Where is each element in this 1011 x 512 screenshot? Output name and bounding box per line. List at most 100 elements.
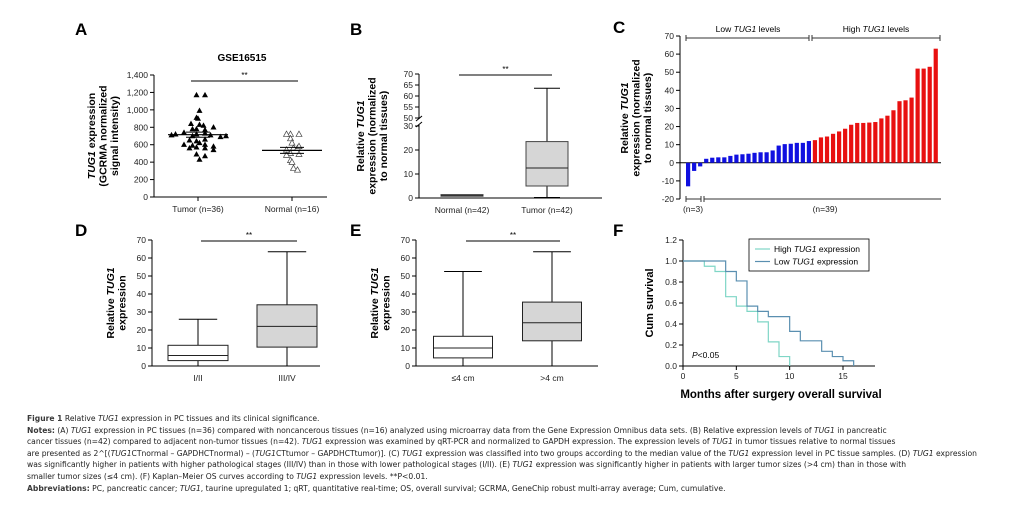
data-point [202, 141, 208, 147]
y-tick-label: 50 [137, 271, 147, 281]
bar [686, 162, 691, 187]
caption-title: Figure 1 Relative TUG1 expression in PC … [27, 413, 987, 425]
x-tick-label: 15 [838, 371, 848, 381]
y-tick-label: 70 [665, 31, 675, 41]
figure-canvas: A B C D E F GSE1651502004006008001,0001,… [75, 18, 941, 401]
bar [740, 154, 745, 163]
bar [885, 115, 890, 163]
data-point [202, 91, 208, 98]
x-tick-label: Tumor (n=36) [172, 204, 224, 214]
y-tick-label: 10 [404, 169, 414, 179]
y-tick-label: 0.2 [665, 340, 677, 350]
y-tick-label: 65 [404, 80, 414, 90]
bar [843, 128, 848, 163]
data-point [193, 138, 200, 144]
y-tick-label: 20 [404, 145, 414, 155]
panel-c-waterfall-bars: -20 -10 0 10 20 30 40 50 60 70 Low TUG1 levels High… [619, 24, 941, 214]
data-point [202, 126, 208, 133]
y-tick-label: 40 [401, 289, 411, 299]
bar [752, 152, 757, 163]
y-tick-label: 60 [404, 91, 414, 101]
data-point [188, 120, 194, 126]
panel-label-e: E [350, 221, 361, 240]
bar [758, 152, 763, 163]
y-axis-label-line: TUG1 expression [86, 93, 98, 179]
data-point [196, 107, 203, 113]
y-tick-label: 1.2 [665, 235, 677, 245]
y-tick-label: 0.0 [665, 361, 677, 371]
bar [782, 144, 787, 163]
y-axis-label: TUG1 expression (GCRMA normalized signal i… [86, 85, 121, 186]
y-tick-label: 0 [143, 192, 148, 202]
y-axis-label-line: signal intensity) [109, 96, 121, 176]
bar [855, 122, 860, 163]
panel-label-f: F [613, 221, 623, 240]
box [167, 344, 229, 362]
y-axis-label-line: Relative TUG1 [105, 267, 117, 338]
data-point [196, 139, 203, 146]
y-tick-label: 200 [134, 175, 148, 185]
figure-caption: Figure 1 Relative TUG1 expression in PC … [27, 413, 987, 494]
y-axis-label: Relative TUG1 expression (normalized to no… [355, 77, 390, 194]
panel-label-c: C [613, 18, 625, 37]
y-tick-label: 800 [134, 122, 148, 132]
legend: High TUG1 expression Low TUG1 expression [748, 238, 870, 272]
group-label: Low TUG1 levels [716, 24, 781, 34]
bar [698, 162, 703, 167]
bar [824, 136, 830, 163]
data-point [186, 145, 193, 151]
box [433, 335, 493, 359]
x-tick-label: Tumor (n=42) [521, 205, 573, 215]
caption-abbrev-label: Abbreviations: [27, 483, 90, 493]
y-tick-label: 70 [404, 69, 414, 79]
y-tick-label: 40 [137, 289, 147, 299]
bar [770, 150, 775, 163]
y-axis-label: Relative TUG1 expression (normalized to no… [619, 59, 654, 176]
y-tick-label: 0.4 [665, 319, 677, 329]
axis-break-mark [415, 121, 423, 128]
bar [818, 137, 824, 163]
y-tick-label: 20 [401, 325, 411, 335]
y-tick-label: 400 [134, 157, 148, 167]
bar [716, 157, 721, 163]
y-tick-label: 30 [404, 121, 414, 131]
bar [806, 141, 811, 163]
data-point [210, 146, 217, 153]
box [522, 301, 582, 342]
bar [837, 131, 842, 163]
y-axis-label-line: to normal tissues) [642, 73, 654, 163]
data-point [295, 130, 303, 137]
bottom-label: (n=3) [683, 204, 703, 214]
y-tick-label: 20 [665, 122, 675, 132]
y-tick-label: 40 [665, 85, 675, 95]
panel-label-d: D [75, 221, 87, 240]
y-axis-label-line: expression [380, 275, 392, 330]
caption-notes-line-3: are presented as 2^[(TUG1CTnormal – GAPD… [27, 448, 977, 458]
y-tick-label: -10 [662, 176, 675, 186]
data-point [181, 129, 187, 135]
bar [873, 122, 878, 163]
survival-curve [683, 260, 855, 366]
x-tick-label: >4 cm [540, 373, 563, 383]
data-point [210, 124, 217, 130]
legend-label: High TUG1 expression [774, 244, 860, 254]
y-tick-label: 20 [137, 325, 147, 335]
data-point [195, 115, 201, 121]
y-tick-label: 30 [401, 307, 411, 317]
significance-bracket-label: ** [502, 65, 508, 74]
bar [794, 142, 799, 163]
caption-notes-line-5: smaller tumor sizes (≤4 cm). (F) Kaplan–… [27, 471, 428, 481]
bar [903, 100, 908, 163]
data-point [189, 125, 196, 132]
bar [921, 68, 926, 163]
panel-f-survival: 0.0 0.2 0.4 0.6 0.8 1.0 1.2 0 5 10 15 P<0.05 High TU… [644, 235, 882, 401]
bar [909, 97, 914, 163]
y-tick-label: 30 [665, 103, 675, 113]
y-axis-label-line: Relative TUG1 [619, 82, 631, 153]
y-tick-label: 0.8 [665, 277, 677, 287]
data-point [202, 152, 208, 159]
x-tick-label: 5 [734, 371, 739, 381]
legend-label: Low TUG1 expression [774, 257, 858, 267]
y-axis-label: Relative TUG1 expression [105, 267, 129, 338]
data-point [293, 166, 302, 173]
